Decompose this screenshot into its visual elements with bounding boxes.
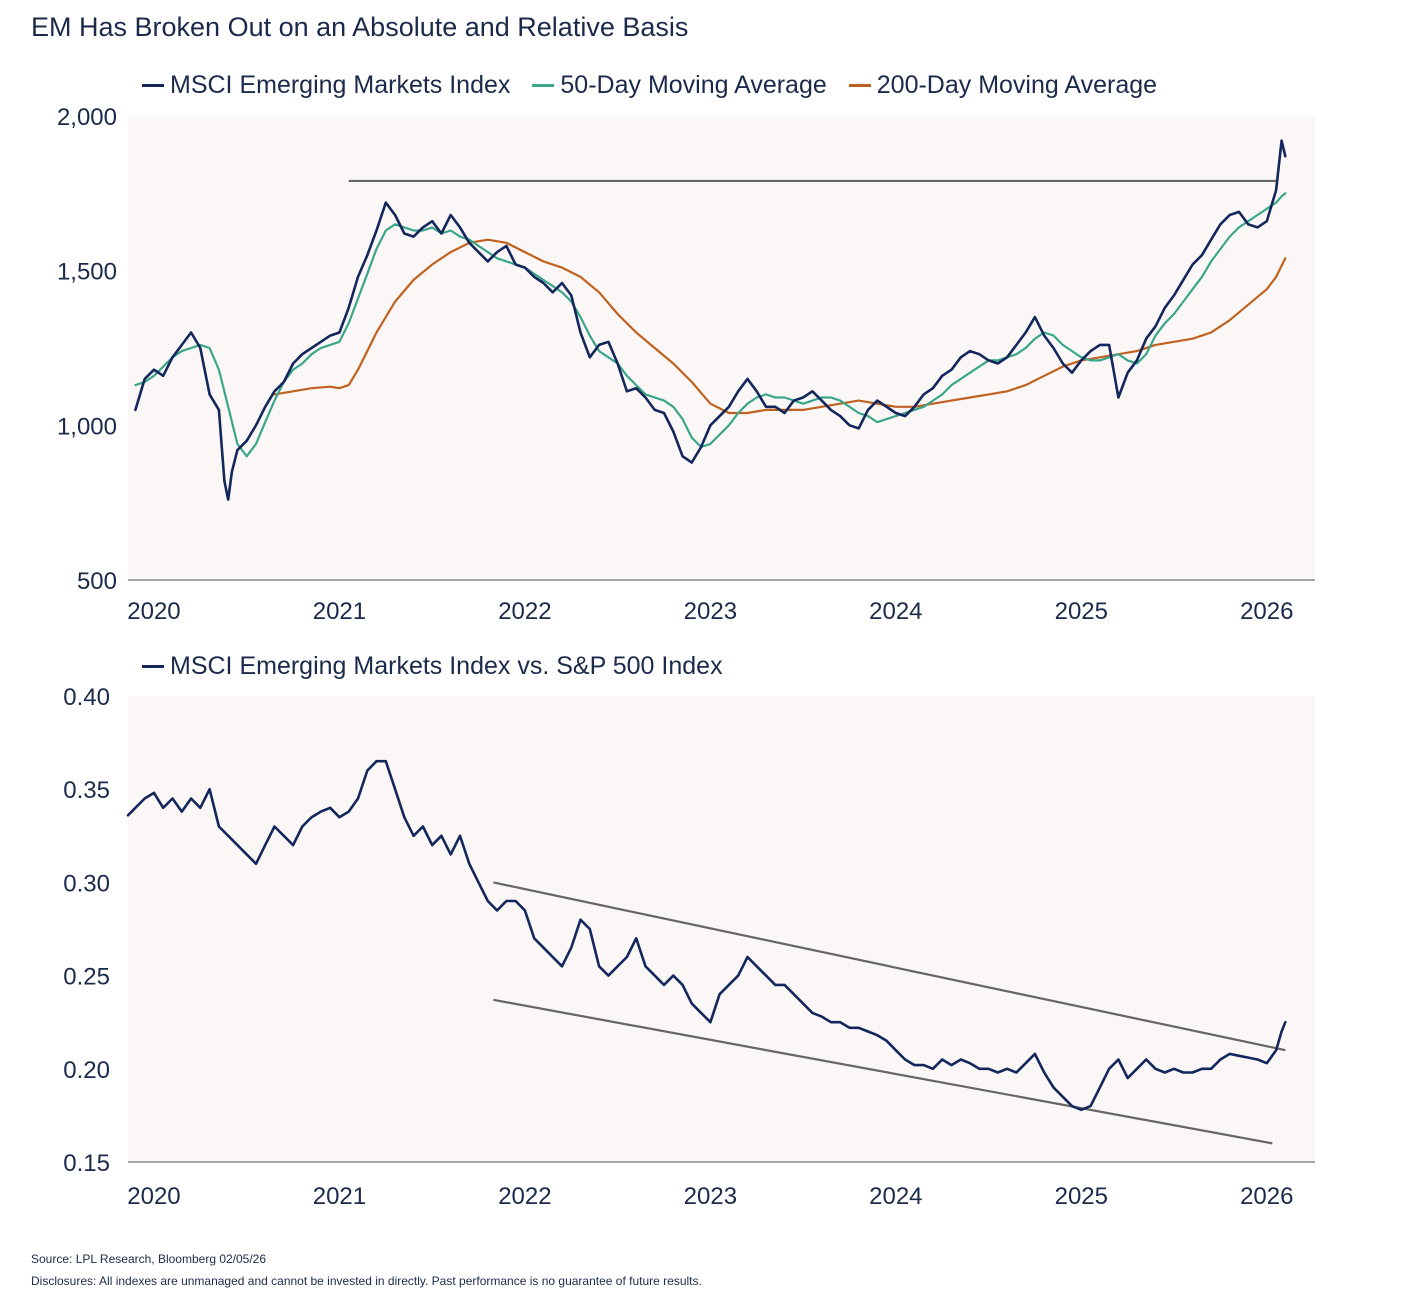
chart2-legend: MSCI Emerging Markets Index vs. S&P 500 … [142,652,745,681]
legend-swatch-em-vs-sp500 [142,665,164,668]
y-tick-label: 500 [77,568,117,595]
x-tick-label: 2021 [313,598,366,625]
legend-label-em-index: MSCI Emerging Markets Index [170,71,511,99]
series-line-200-day-moving-average [273,238,1287,415]
y-tick-label: 2,000 [57,104,117,131]
y-tick-label: 0.20 [63,1057,110,1084]
series-line-50-day-moving-average [134,192,1287,458]
x-tick-label: 2022 [498,598,551,625]
relative-chart: 0.15 0.20 0.25 0.30 0.35 0.40 2020 2021 2022 2023… [63,684,1315,1210]
x-tick-label: 2022 [498,1183,551,1210]
x-tick-label: 2020 [127,1183,180,1210]
chart-title: EM Has Broken Out on an Absolute and Rel… [31,12,689,42]
x-tick-label: 2024 [869,598,922,625]
legend-swatch-50-day-ma [532,84,555,87]
disclosure-note: Disclosures: All indexes are unmanaged a… [31,1274,702,1288]
upper-channel-line [493,881,1286,1052]
x-tick-label: 2026 [1240,1183,1293,1210]
series-line-msci-emerging-markets-index [134,139,1287,501]
legend-swatch-em-index [142,84,164,87]
chart1-legend: MSCI Emerging Markets Index 50-Day Movin… [142,71,1179,100]
y-tick-label: 1,000 [57,413,117,440]
legend-label-em-vs-sp500: MSCI Emerging Markets Index vs. S&P 500 … [170,652,723,680]
y-tick-label: 0.25 [63,964,110,991]
y-tick-label: 0.40 [63,684,110,711]
y-tick-label: 0.30 [63,870,110,897]
y-tick-label: 0.15 [63,1150,110,1177]
plot-background [128,696,1315,1162]
absolute-chart: 500 1,000 1,500 2,000 2020 2021 2022 2023 2024 20… [57,104,1315,625]
source-note: Source: LPL Research, Bloomberg 02/05/26 [31,1252,267,1266]
x-tick-label: 2024 [869,1183,922,1210]
series-line-msci-emerging-markets-index-vs-s-p-500-index [126,759,1287,1112]
x-tick-label: 2021 [313,1183,366,1210]
x-tick-label: 2025 [1055,598,1108,625]
y-tick-label: 1,500 [57,259,117,286]
legend-item-50-day-ma: 50-Day Moving Average [532,71,827,100]
x-tick-label: 2020 [127,598,180,625]
legend-item-em-vs-sp500: MSCI Emerging Markets Index vs. S&P 500 … [142,652,723,681]
legend-label-200-day-ma: 200-Day Moving Average [876,71,1158,99]
plot-background [128,116,1315,580]
legend-item-em-index: MSCI Emerging Markets Index [142,71,510,100]
y-tick-label: 0.35 [63,777,110,804]
legend-item-200-day-ma: 200-Day Moving Average [848,71,1158,100]
lower-channel-line [493,998,1273,1145]
x-tick-label: 2025 [1055,1183,1108,1210]
legend-label-50-day-ma: 50-Day Moving Average [560,71,827,99]
x-tick-label: 2026 [1240,598,1293,625]
x-tick-label: 2023 [684,1183,737,1210]
x-tick-label: 2023 [684,598,737,625]
legend-swatch-200-day-ma [848,84,871,87]
